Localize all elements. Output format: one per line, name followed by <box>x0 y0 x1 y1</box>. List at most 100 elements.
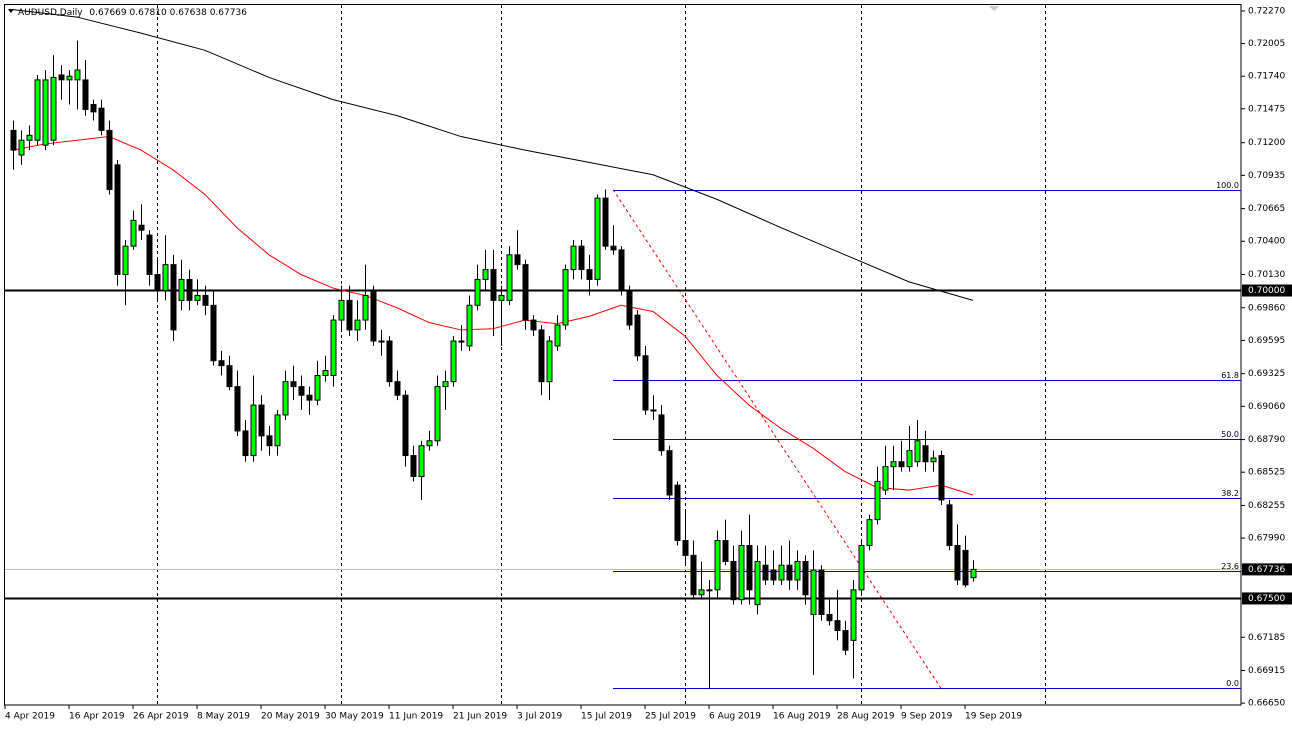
candle-body <box>34 79 41 141</box>
y-tick-label: 0.69060 <box>1248 402 1285 412</box>
candle-body <box>450 340 457 383</box>
candle-body <box>714 540 721 591</box>
y-tick-label: 0.68255 <box>1248 501 1285 511</box>
candle-body <box>866 519 873 546</box>
candle-body <box>82 79 89 110</box>
candle-body <box>474 278 481 306</box>
candle-body <box>538 329 545 383</box>
candle-body <box>330 319 337 377</box>
y-tick-label: 0.70935 <box>1248 171 1285 181</box>
candle-body <box>322 370 329 377</box>
candle-body <box>658 414 665 452</box>
candle-body <box>834 620 841 631</box>
y-tick-label: 0.69595 <box>1248 336 1285 346</box>
level-label: 0.70000 <box>1248 286 1285 296</box>
fib-label: 100.0 <box>1216 181 1239 190</box>
candle-body <box>482 269 489 280</box>
y-tick-label: 0.72270 <box>1248 6 1285 16</box>
candle-body <box>690 554 697 596</box>
symbol: AUDUSD,Daily <box>18 8 83 18</box>
current-price-label: 0.67736 <box>1248 565 1285 575</box>
y-tick-label: 0.70400 <box>1248 237 1285 247</box>
candle-body <box>370 290 377 342</box>
candle-body <box>522 264 529 321</box>
candle-body <box>66 75 73 81</box>
candle-body <box>194 294 201 301</box>
y-tick-label: 0.66915 <box>1248 666 1285 676</box>
current-price-box <box>1242 563 1292 576</box>
candle-body <box>578 245 585 271</box>
x-tick-label: 11 Jun 2019 <box>389 712 443 722</box>
candle-body <box>178 278 185 301</box>
candle-body <box>586 269 593 280</box>
x-tick-label: 8 May 2019 <box>197 712 250 722</box>
candle-body <box>122 245 129 276</box>
candle-body <box>530 319 537 331</box>
x-tick-label: 6 Aug 2019 <box>709 712 761 722</box>
x-tick-label: 30 May 2019 <box>325 712 384 722</box>
candle-body <box>506 254 513 301</box>
candle-body <box>858 544 865 591</box>
ohlc-open: 0.67669 <box>89 8 126 18</box>
x-tick-label: 4 Apr 2019 <box>5 712 55 722</box>
candle-body <box>226 365 233 388</box>
candle-body <box>250 404 257 457</box>
x-tick-label: 20 May 2019 <box>261 712 320 722</box>
candle-body <box>594 197 601 280</box>
candle-body <box>218 360 225 367</box>
ohlc-high: 0.67810 <box>130 8 167 18</box>
candle-body <box>802 561 809 596</box>
candle-body <box>650 409 657 412</box>
candle-body <box>786 564 793 581</box>
candle-body <box>410 455 417 478</box>
ohlc-close: 0.67736 <box>210 8 247 18</box>
x-tick-label: 16 Apr 2019 <box>69 712 125 722</box>
candle-body <box>258 404 265 437</box>
x-tick-label: 26 Apr 2019 <box>133 712 189 722</box>
candle-body <box>706 589 713 592</box>
y-tick-label: 0.71200 <box>1248 138 1285 148</box>
fib-label: 61.8 <box>1221 371 1239 380</box>
chart-title: AUDUSD,Daily 0.67669 0.67810 0.67638 0.6… <box>18 8 247 18</box>
candle-body <box>946 504 953 546</box>
candle-body <box>890 461 897 468</box>
candle-body <box>458 340 465 343</box>
candle-body <box>810 569 817 615</box>
candle-body <box>842 629 849 651</box>
candle-body <box>314 375 321 401</box>
menu-triangle <box>8 9 14 13</box>
candle-body <box>906 450 913 468</box>
candle-body <box>514 254 521 266</box>
x-tick-label: 16 Aug 2019 <box>773 712 831 722</box>
candle-body <box>378 340 385 343</box>
candle-body <box>266 435 273 447</box>
y-tick-label: 0.67185 <box>1248 633 1285 643</box>
candle-body <box>274 414 281 447</box>
x-tick-label: 25 Jul 2019 <box>645 712 696 722</box>
candle-body <box>282 381 289 416</box>
candle-body <box>346 299 353 331</box>
fib-label: 50.0 <box>1221 430 1239 439</box>
candle-body <box>114 164 121 276</box>
candle-body <box>210 304 217 362</box>
y-tick-label: 0.70665 <box>1248 204 1285 214</box>
candle-body <box>794 561 801 581</box>
candle-body <box>642 355 649 411</box>
x-tick-label: 28 Aug 2019 <box>837 712 895 722</box>
y-tick-label: 0.72005 <box>1248 39 1285 49</box>
candle-body <box>770 569 777 581</box>
candle-body <box>970 568 977 579</box>
candle-body <box>90 104 97 113</box>
candle-body <box>618 249 625 292</box>
y-tick-label: 0.66650 <box>1248 699 1285 709</box>
candle-body <box>882 466 889 491</box>
x-tick-label: 21 Jun 2019 <box>453 712 507 722</box>
candle-body <box>98 107 105 131</box>
candle-body <box>306 394 313 401</box>
y-tick-label: 0.69860 <box>1248 303 1285 313</box>
candle-body <box>914 440 921 463</box>
candle-body <box>298 386 305 396</box>
level-box <box>1242 284 1292 297</box>
candle-body <box>818 569 825 615</box>
